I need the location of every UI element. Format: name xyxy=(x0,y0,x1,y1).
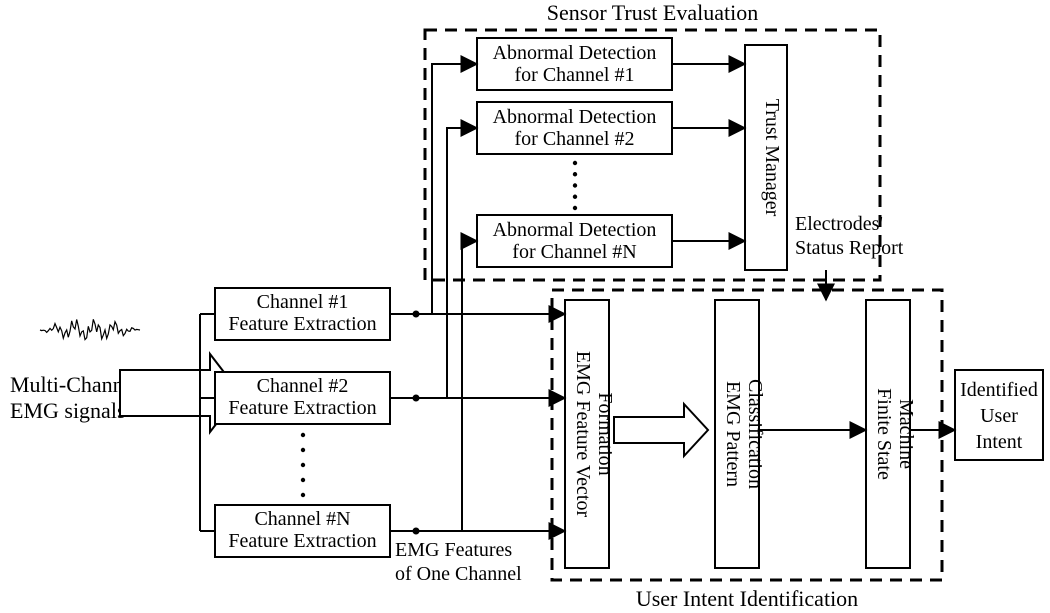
status-report-l1: Electrodes' xyxy=(795,213,883,235)
feature-extraction-l1-3: Channel #N xyxy=(254,508,350,530)
feature-extraction-l2-1: Feature Extraction xyxy=(228,313,376,335)
svg-text:Classification: Classification xyxy=(744,379,766,489)
sensor-trust-title: Sensor Trust Evaluation xyxy=(547,0,758,25)
svg-text:Abnormal Detection: Abnormal Detection xyxy=(493,106,657,128)
svg-text:EMG Feature Vector: EMG Feature Vector xyxy=(572,351,594,518)
svg-text:User: User xyxy=(980,405,1018,427)
svg-text:Machine: Machine xyxy=(895,399,917,469)
svg-text:for Channel #1: for Channel #1 xyxy=(515,64,635,86)
feature-extraction-l1-2: Channel #2 xyxy=(257,375,349,397)
user-intent-title: User Intent Identification xyxy=(636,586,858,611)
emg-features-label-l2: of One Channel xyxy=(395,563,522,585)
svg-text:Abnormal Detection: Abnormal Detection xyxy=(493,42,657,64)
svg-text:Abnormal Detection: Abnormal Detection xyxy=(493,219,657,241)
svg-text:Intent: Intent xyxy=(976,431,1023,453)
svg-text:Identified: Identified xyxy=(960,379,1038,401)
status-report-l2: Status Report xyxy=(795,237,904,259)
feature-extraction-l1-1: Channel #1 xyxy=(257,291,349,313)
svg-text:Formation: Formation xyxy=(594,392,616,475)
svg-text:EMG Pattern: EMG Pattern xyxy=(722,381,744,487)
trust-manager-label: Trust Manager xyxy=(761,99,783,217)
feature-extraction-l2-3: Feature Extraction xyxy=(228,530,376,552)
input-label-l2: EMG signals xyxy=(10,398,126,423)
svg-text:Finite State: Finite State xyxy=(873,388,895,480)
svg-text:for Channel #N: for Channel #N xyxy=(512,241,636,263)
svg-text:for Channel #2: for Channel #2 xyxy=(515,128,635,150)
feature-extraction-l2-2: Feature Extraction xyxy=(228,397,376,419)
emg-features-label-l1: EMG Features xyxy=(395,539,512,561)
